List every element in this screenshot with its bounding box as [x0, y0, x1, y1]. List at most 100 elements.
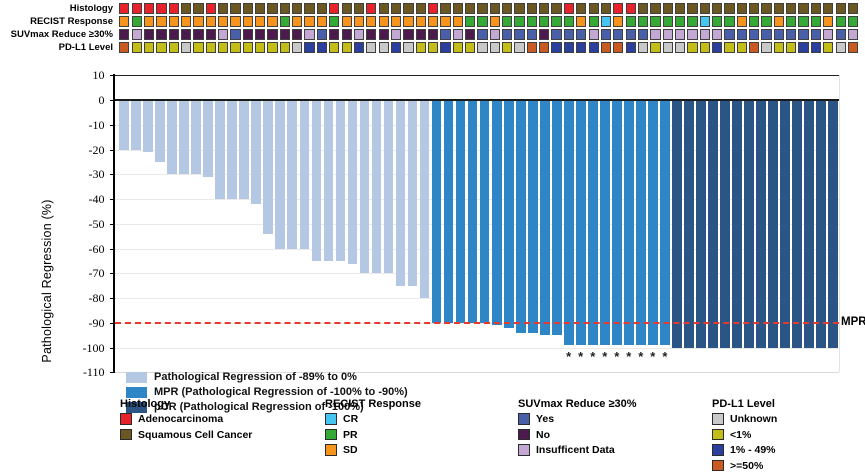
- track-cell: [489, 42, 500, 53]
- bar-patient-46: [660, 101, 670, 346]
- y-tick-label: -10: [88, 117, 105, 132]
- track-cell: [798, 29, 809, 40]
- track-cell: [304, 29, 315, 40]
- bar-patient-29: [455, 101, 466, 323]
- track-cell: [699, 29, 710, 40]
- y-axis-line: [113, 74, 115, 374]
- track-cell: [341, 29, 352, 40]
- track-cell: [390, 42, 402, 53]
- track-label-4: PD-L1 Level: [58, 42, 113, 53]
- track-cell: [637, 3, 649, 14]
- track-cell: [316, 42, 328, 53]
- track-cell: [440, 42, 451, 53]
- bar-patient-55: [768, 101, 778, 348]
- track-cell: [588, 3, 599, 14]
- y-tick-mark: [109, 149, 115, 151]
- track-cell: [279, 29, 291, 40]
- legend-swatch: [518, 444, 530, 456]
- legend-label: PR: [343, 428, 358, 441]
- track-cell: [662, 42, 673, 53]
- track-cell: [465, 3, 476, 14]
- bar-patient-19: [335, 101, 346, 261]
- track-cell: [514, 16, 525, 27]
- track-cell: [180, 42, 192, 53]
- track-cell: [119, 42, 130, 53]
- track-cell: [329, 3, 340, 14]
- track-cell: [143, 42, 155, 53]
- track-cell: [378, 29, 389, 40]
- legend-label: CR: [343, 413, 359, 425]
- plot-legend-swatch-pcr: [126, 401, 147, 413]
- bar-patient-9: [215, 101, 226, 200]
- track-cell: [835, 42, 846, 53]
- track-cell: [180, 16, 192, 27]
- track-cell: [613, 42, 624, 53]
- track-cell: [724, 29, 735, 40]
- bar-patient-47: [672, 101, 682, 348]
- track-cell: [465, 42, 476, 53]
- track-cell: [502, 16, 513, 27]
- bar-patient-56: [780, 101, 790, 348]
- track-cell: [773, 29, 785, 40]
- y-tick-mark: [109, 322, 115, 324]
- track-cell: [563, 3, 575, 14]
- track-cell: [712, 42, 723, 53]
- track-cell: [600, 42, 612, 53]
- track-cell: [378, 42, 389, 53]
- track-cell: [452, 42, 463, 53]
- bar-patient-23: [383, 101, 394, 274]
- track-cell: [847, 29, 859, 40]
- track-cell: [662, 16, 673, 27]
- bar-patient-24: [395, 101, 406, 286]
- asterisk-marker: *: [614, 348, 620, 364]
- legend-label: Squamous Cell Cancer: [138, 428, 253, 441]
- bar-patient-36: [539, 101, 550, 336]
- y-tick-label: -20: [88, 142, 105, 157]
- y-tick-mark: [109, 75, 115, 77]
- track-cell: [390, 29, 402, 40]
- track-cell: [761, 16, 772, 27]
- legend-label: >=50%: [730, 459, 764, 472]
- bar-patient-37: [551, 101, 562, 336]
- bar-patient-53: [744, 101, 754, 348]
- bar-patient-18: [323, 101, 334, 261]
- track-cell: [366, 42, 377, 53]
- track-cell: [773, 16, 785, 27]
- asterisk-marker: *: [626, 348, 632, 364]
- gridline: [114, 347, 839, 349]
- plot-bottom-border: [114, 372, 839, 374]
- bar-patient-17: [311, 101, 322, 261]
- track-cell: [637, 16, 649, 27]
- track-cell: [625, 29, 636, 40]
- track-cell: [427, 42, 439, 53]
- track-cell: [242, 3, 253, 14]
- track-cell: [514, 29, 525, 40]
- track-cell: [847, 16, 859, 27]
- legend-group-title-4: PD-L1 Level: [712, 398, 775, 410]
- waterfall-plot: Pathological Regression (%) 10 0 -10 -20 -30…: [0, 58, 865, 413]
- track-cell: [403, 3, 414, 14]
- track-cell: [292, 42, 303, 53]
- track-cell: [415, 29, 426, 40]
- track-cell: [440, 16, 451, 27]
- mpr-line-label: MPR: [841, 315, 865, 328]
- track-cell: [452, 16, 463, 27]
- track-cell: [403, 16, 414, 27]
- track-cell: [650, 3, 661, 14]
- track-cell: [810, 29, 822, 40]
- track-cell: [687, 29, 698, 40]
- track-cell: [230, 29, 241, 40]
- y-tick-label: -100: [82, 340, 105, 355]
- track-cell: [650, 42, 661, 53]
- y-tick-label: -80: [88, 291, 105, 306]
- y-tick-mark: [109, 372, 115, 374]
- track-cell: [218, 42, 229, 53]
- track-cell: [761, 3, 772, 14]
- track-cell: [353, 3, 365, 14]
- track-cell: [427, 3, 439, 14]
- track-cell: [341, 16, 352, 27]
- track-cell: [674, 16, 686, 27]
- plot-legend-label-mpr: MPR (Pathological Regression of -100% to…: [154, 386, 408, 398]
- track-cell: [835, 16, 846, 27]
- track-label-2: RECIST Response: [30, 16, 113, 27]
